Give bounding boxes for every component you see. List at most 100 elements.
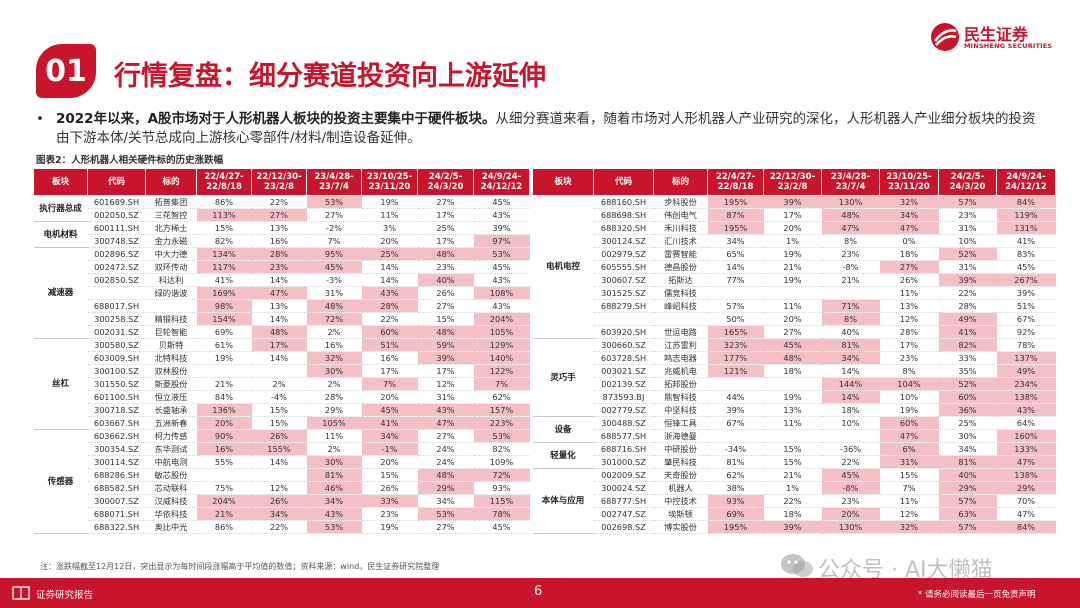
value-cell: 90% [196, 429, 252, 443]
value-cell: 11% [763, 299, 822, 313]
value-cell: 17% [251, 338, 307, 352]
table-row: 300007.SZ 汉威科技 204% 26% 34% 33% 34% 115% [34, 494, 530, 508]
code-cell: 300748.SZ [87, 234, 146, 248]
value-cell: 7% [879, 481, 939, 495]
value-cell: 29% [306, 403, 362, 417]
value-cell: 204% [196, 494, 252, 508]
value-cell: 39% [473, 221, 530, 235]
name-cell: 科达利 [145, 273, 197, 287]
value-cell: 18% [821, 403, 880, 417]
value-cell: 48% [763, 351, 822, 365]
value-cell: 11% [879, 494, 939, 508]
value-cell: 32% [306, 351, 362, 365]
column-header: 板块 [33, 168, 88, 196]
name-cell: 北方稀土 [145, 221, 197, 235]
table-row: 绿的谐波 169% 47% 31% 43% 26% 108% [34, 286, 530, 300]
sector-cell: 电机材料 [33, 221, 88, 248]
value-cell: 19% [763, 273, 822, 287]
value-cell: 22% [251, 520, 307, 534]
value-cell: 22% [763, 494, 822, 508]
value-cell: 50% [707, 312, 764, 326]
value-cell: 45% [473, 520, 530, 534]
value-cell: 23% [251, 260, 307, 274]
table-row: 688777.SH 中控技术 93% 22% 23% 11% 57% 70% [533, 494, 1056, 508]
value-cell: 47% [821, 221, 880, 235]
code-cell: 603009.SH [87, 351, 146, 365]
name-cell: 中航电测 [145, 455, 197, 469]
value-cell: 52% [938, 247, 997, 261]
code-cell: 688160.SH [593, 195, 654, 209]
value-cell: 2% [306, 325, 362, 339]
value-cell: 144% [821, 377, 880, 391]
value-cell: 49% [938, 312, 997, 326]
page-number: 6 [534, 584, 543, 599]
value-cell: 30% [306, 455, 362, 469]
sector-cell: 传感器 [33, 429, 88, 534]
name-cell: 五洲新春 [145, 416, 197, 430]
value-cell: 13% [763, 403, 822, 417]
code-cell: 300258.SZ [87, 312, 146, 326]
value-cell: 18% [879, 247, 939, 261]
value-cell: 34% [707, 234, 764, 248]
value-cell: 19% [361, 520, 418, 534]
brand-logo-icon [931, 23, 959, 51]
sector-cell: 本体与应用 [532, 468, 594, 534]
value-cell: 23% [821, 247, 880, 261]
value-cell: 41% [996, 234, 1056, 248]
value-cell: 136% [196, 403, 252, 417]
value-cell: 78% [473, 507, 530, 521]
value-cell: 7% [473, 377, 530, 391]
value-cell: 130% [821, 520, 880, 534]
column-header: 板块 [532, 168, 594, 196]
code-cell: 002009.SZ [593, 468, 654, 482]
value-cell: 57% [707, 299, 764, 313]
value-cell: 2% [306, 442, 362, 456]
value-cell: 27% [417, 520, 474, 534]
code-cell: 688071.SH [87, 507, 146, 521]
value-cell: 98% [196, 299, 252, 313]
value-cell: 28% [251, 247, 307, 261]
code-cell: 300660.SZ [593, 338, 654, 352]
name-cell: 汇川技术 [653, 234, 708, 248]
value-cell: 13% [251, 221, 307, 235]
value-cell: 14% [251, 312, 307, 326]
left-table: 板块 代码 标的 22/4/27- 22/8/18 22/12/30- 23/2/8 23… [33, 168, 530, 534]
value-cell: 77% [707, 273, 764, 287]
value-cell: 20% [361, 455, 418, 469]
code-cell: 002979.SZ [593, 247, 654, 261]
sector-cell: 减速器 [33, 247, 88, 339]
table-row: 300124.SZ 汇川技术 34% 1% 8% 0% 10% 41% [533, 234, 1056, 248]
code-cell: 300114.SZ [87, 455, 146, 469]
code-cell: 603667.SH [87, 416, 146, 430]
name-cell: 中大力德 [145, 247, 197, 261]
column-header: 23/10/25- 23/11/20 [361, 168, 418, 196]
value-cell: 17% [361, 364, 418, 378]
value-cell: 2% [306, 377, 362, 391]
value-cell: 19% [763, 390, 822, 404]
value-cell: 20% [763, 221, 822, 235]
value-cell: 86% [196, 195, 252, 209]
value-cell: 45% [763, 338, 822, 352]
table-row: 603667.SH 五洲新春 20% 15% 105% 41% 47% 223% [34, 416, 530, 430]
value-cell: 81% [938, 455, 997, 469]
value-cell: 40% [821, 325, 880, 339]
value-cell: 21% [196, 507, 252, 521]
value-cell: 51% [996, 299, 1056, 313]
table-row: 601100.SH 恒立液压 84% -4% 28% 20% 31% 62% [34, 390, 530, 404]
table-row: 301525.SZ 儒竞科技 11% 22% 39% [533, 286, 1056, 300]
table-row: 002698.SZ 博实股份 195% 39% 130% 32% 57% 84% [533, 520, 1056, 534]
table-row: 灵巧手 300660.SZ 江苏雷利 323% 45% 81% 17% 82% 78% [532, 338, 1056, 417]
table-row: 传感器 603662.SH 柯力传感 90% 26% 11% 34% 27% 53% [33, 429, 530, 534]
value-cell: 41% [938, 325, 997, 339]
table-row: 603920.SH 世运电路 165% 27% 40% 28% 41% 92% [533, 325, 1056, 339]
brand-name: 民生证券 [964, 25, 1029, 44]
value-cell: 21% [821, 273, 880, 287]
column-header: 代码 [593, 168, 654, 196]
value-cell: 62% [473, 390, 530, 404]
name-cell: 巨轮智能 [145, 325, 197, 339]
value-cell: 25% [417, 221, 474, 235]
table-row: 688698.SH 伟创电气 87% 17% 48% 34% 23% 119% [533, 208, 1056, 222]
footer-label: 证券研究报告 [36, 590, 94, 601]
value-cell: 23% [417, 260, 474, 274]
value-cell: 22% [821, 455, 880, 469]
